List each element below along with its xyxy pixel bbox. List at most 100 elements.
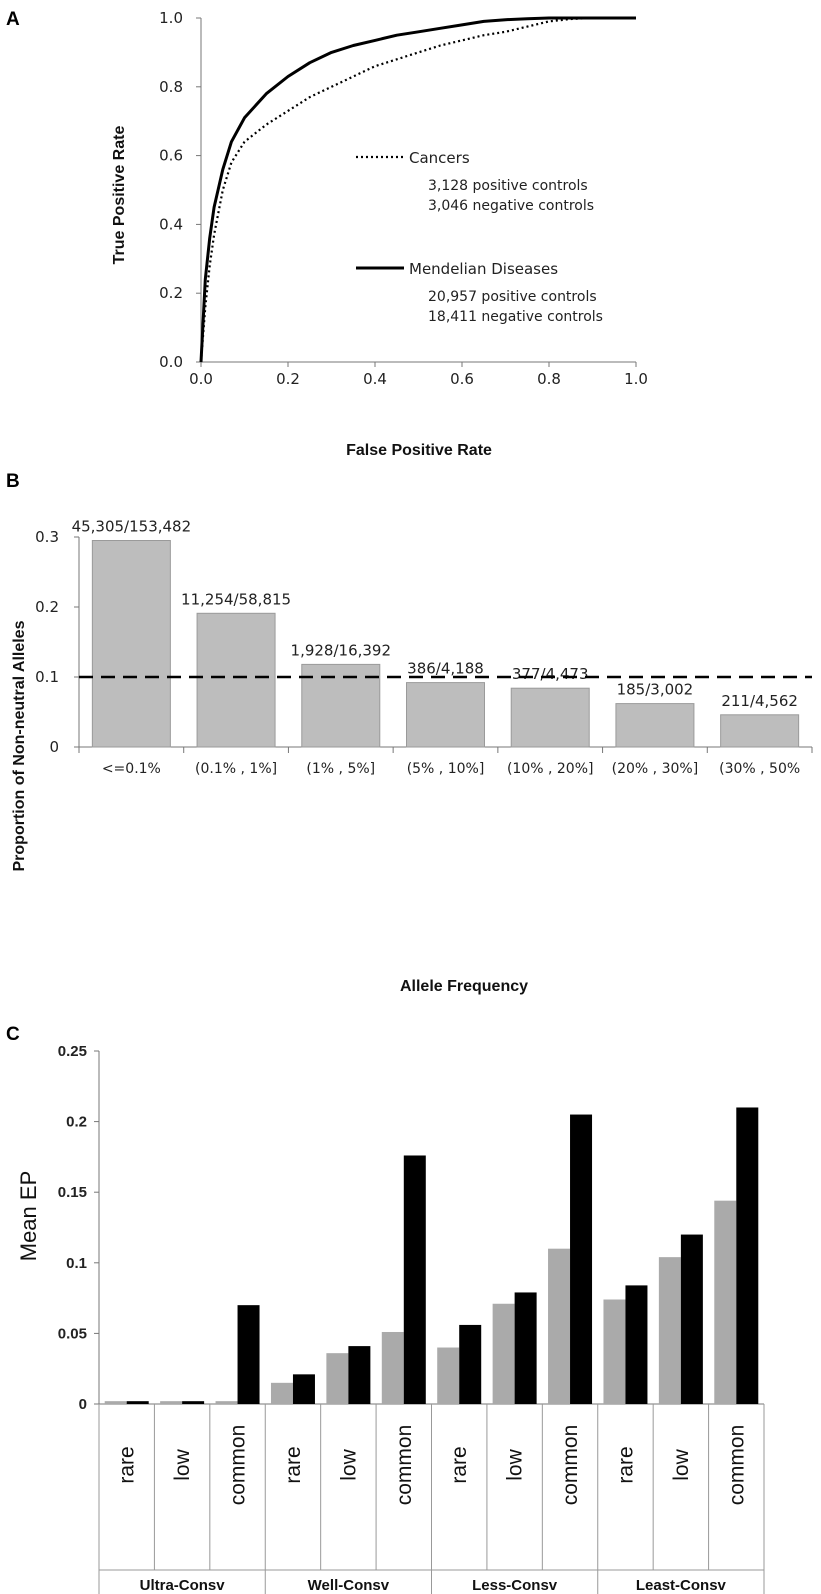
roc-y-tick-label: 0.0 [159, 353, 183, 371]
mean-ep-bar-black [292, 1374, 315, 1404]
mean-ep-subcategory-label: common [559, 1425, 582, 1506]
mean-ep-y-tick-label: 0.2 [66, 1114, 87, 1131]
allele-bar [406, 682, 485, 748]
mean-ep-bar-black [514, 1292, 537, 1404]
legend-note: 18,411 negative controls [428, 309, 603, 325]
allele-category-label: (20% , 30%] [612, 761, 699, 777]
mean-ep-bar-black [403, 1155, 426, 1404]
roc-x-tick-label: 0.4 [363, 370, 387, 388]
mean-ep-bar-gray [381, 1331, 404, 1404]
mean-ep-y-tick-label: 0.1 [66, 1255, 87, 1272]
mean-ep-bar-gray [548, 1248, 571, 1404]
mean-ep-subcategory-label: rare [282, 1446, 305, 1483]
roc-x-tick-label: 1.0 [624, 370, 648, 388]
mean-ep-bar-gray [270, 1382, 293, 1404]
mean-ep-bar-black [625, 1285, 648, 1404]
mean-ep-y-tick-label: 0.15 [58, 1184, 87, 1201]
roc-x-tick-label: 0.6 [450, 370, 474, 388]
mean-ep-subcategory-label: rare [615, 1446, 638, 1483]
allele-category-label: (10% , 20%] [507, 761, 594, 777]
mean-ep-bar-black [182, 1401, 205, 1404]
mean-ep-bar-black [680, 1234, 703, 1404]
panel-a-letter: A [6, 9, 20, 30]
mean-ep-bar-gray [160, 1401, 183, 1404]
allele-bar [91, 540, 171, 748]
allele-bar-data-label: 45,305/153,482 [72, 518, 192, 536]
allele-bar-data-label: 386/4,188 [407, 660, 484, 678]
mean-ep-bar-black [126, 1401, 149, 1404]
allele-bar-data-label: 1,928/16,392 [291, 641, 391, 659]
roc-y-axis-title: True Positive Rate [111, 126, 128, 265]
mean-ep-group-label: Less-Consv [472, 1577, 558, 1594]
allele-category-label: (0.1% , 1%] [195, 761, 277, 777]
mean-ep-subcategory-label: common [725, 1425, 748, 1506]
mean-ep-subcategory-label: common [393, 1425, 416, 1506]
allele-category-label: (5% , 10%] [407, 761, 485, 777]
allele-bar-data-label: 185/3,002 [617, 681, 694, 699]
allele-y-tick-label: 0.3 [35, 528, 59, 546]
mean-ep-group-label: Well-Consv [308, 1577, 390, 1594]
mean-ep-y-tick-label: 0.05 [58, 1325, 87, 1342]
mean-ep-chart: 0 0.05 0.1 0.15 0.2 0.25 rare low common rare low c… [58, 1043, 765, 1594]
legend-note: 20,957 positive controls [428, 289, 597, 305]
allele-y-tick-label: 0.2 [35, 598, 59, 616]
roc-x-tick-label: 0.2 [276, 370, 300, 388]
allele-bar [196, 612, 276, 748]
legend-label: Cancers [409, 149, 470, 167]
mean-ep-subcategory-label: low [337, 1448, 360, 1480]
roc-y-tick-label: 0.4 [159, 215, 183, 233]
roc-y-tick-label: 0.2 [159, 284, 183, 302]
mean-ep-subcategory-label: low [171, 1448, 194, 1480]
mean-ep-subcategory-label: rare [116, 1446, 139, 1483]
roc-curve-mendelian-diseases [199, 16, 636, 363]
panel-b-letter: B [6, 471, 20, 492]
mean-ep-subcategory-label: low [504, 1448, 527, 1480]
mean-ep-bar-black [237, 1305, 260, 1404]
roc-x-tick-label: 0.8 [537, 370, 561, 388]
roc-y-tick-label: 0.8 [159, 78, 183, 96]
mean-ep-bar-gray [104, 1401, 127, 1404]
allele-bar [510, 687, 590, 748]
roc-x-axis-title: False Positive Rate [346, 442, 492, 459]
mean-ep-bar-gray [215, 1401, 238, 1404]
panel-c-letter: C [6, 1024, 20, 1045]
mean-ep-bar-black [459, 1324, 482, 1404]
mean-ep-bar-gray [492, 1303, 515, 1404]
allele-category-label: <=0.1% [102, 761, 161, 777]
roc-chart: 0.0 0.2 0.4 0.6 0.8 1.0 0.0 0.2 0.4 0.6 0.8 1.0 Canc… [159, 9, 648, 388]
allele-bar-data-label: 211/4,562 [721, 692, 798, 710]
mean-ep-group-label: Least-Consv [636, 1577, 727, 1594]
allele-y-tick-label: 0 [49, 738, 59, 756]
mean-ep-subcategory-label: rare [448, 1446, 471, 1483]
mean-ep-bar-black [570, 1114, 593, 1404]
legend-note: 3,128 positive controls [428, 178, 588, 194]
roc-y-tick-label: 1.0 [159, 9, 183, 27]
roc-x-tick-label: 0.0 [189, 370, 213, 388]
mean-ep-bar-gray [658, 1257, 681, 1404]
allele-bar [615, 703, 695, 748]
allele-category-label: (30% , 50% [719, 761, 800, 777]
mean-ep-y-tick-label: 0 [79, 1396, 87, 1413]
allele-bar-data-label: 11,254/58,815 [181, 590, 291, 608]
mean-ep-bar-gray [437, 1347, 460, 1404]
mean-ep-bar-gray [714, 1200, 737, 1404]
mean-ep-group-label: Ultra-Consv [140, 1577, 226, 1594]
allele-bar-data-label: 377/4,473 [512, 665, 589, 683]
allele-bar [720, 714, 800, 748]
legend-note: 3,046 negative controls [428, 198, 594, 214]
allele-frequency-chart: 0 0.1 0.2 0.3 45,305/153,482 <=0.1% 11,254/58,… [35, 518, 813, 777]
mean-ep-bar-black [348, 1346, 371, 1404]
legend-label: Mendelian Diseases [409, 260, 558, 278]
mean-ep-bar-gray [603, 1299, 626, 1404]
roc-y-tick-label: 0.6 [159, 147, 183, 165]
mean-ep-y-tick-label: 0.25 [58, 1043, 87, 1060]
allele-x-axis-title: Allele Frequency [400, 978, 528, 995]
allele-y-tick-label: 0.1 [35, 668, 59, 686]
mean-ep-y-axis-title: Mean EP [16, 1171, 41, 1262]
allele-y-axis-title: Proportion of Non-neutral Alleles [11, 620, 28, 871]
mean-ep-subcategory-label: common [227, 1425, 250, 1506]
mean-ep-bar-gray [326, 1353, 349, 1404]
mean-ep-subcategory-label: low [670, 1448, 693, 1480]
mean-ep-bar-black [736, 1107, 759, 1404]
